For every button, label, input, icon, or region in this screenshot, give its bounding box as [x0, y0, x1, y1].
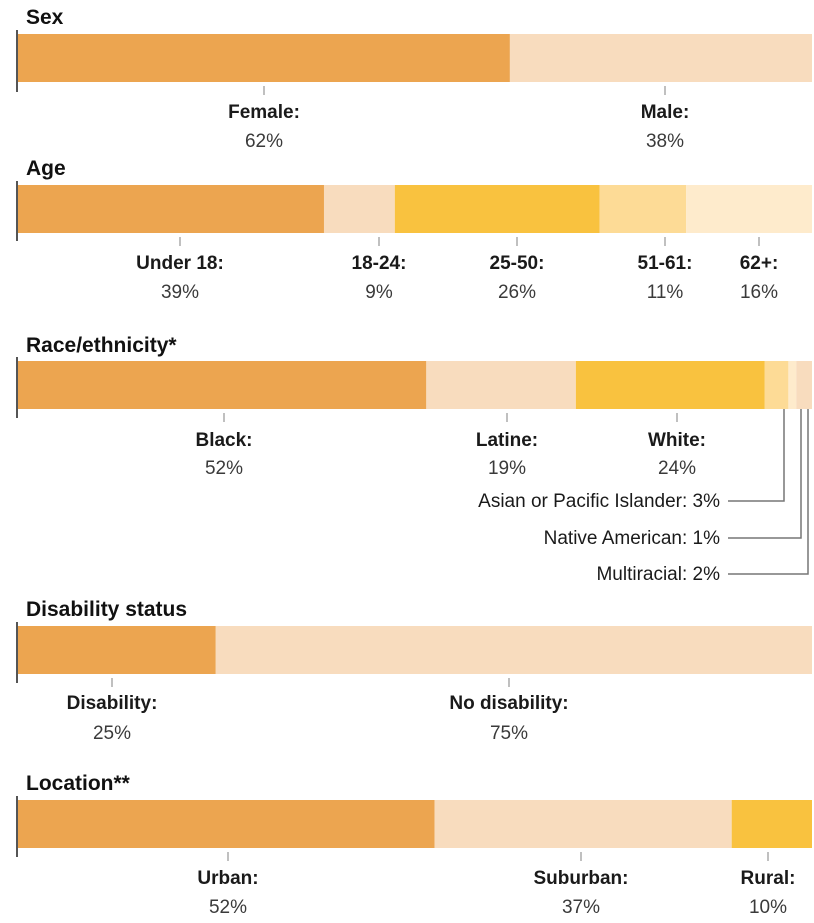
value-label: 25% [93, 723, 131, 744]
category-label: Urban: [197, 868, 258, 889]
value-label: 11% [647, 282, 684, 303]
bar-segment [323, 185, 395, 233]
bar-segment [731, 800, 812, 848]
chart-title: Race/ethnicity* [26, 334, 177, 357]
chart-title: Age [26, 157, 66, 180]
category-label: Female: [228, 102, 300, 123]
chart-title: Sex [26, 6, 64, 29]
category-label: White: [648, 430, 706, 451]
bar-segment [215, 626, 812, 674]
category-label: No disability: [449, 693, 568, 714]
chart-title: Location** [26, 772, 131, 795]
category-label: Black: [195, 430, 252, 451]
bar-segment [764, 361, 789, 409]
category-label: 51-61: [638, 253, 693, 274]
category-label: Suburban: [534, 868, 629, 889]
leader-line [728, 409, 809, 575]
callout-label: Asian or Pacific Islander: 3% [478, 491, 720, 512]
value-label: 62% [245, 131, 283, 152]
bar-segment [17, 361, 427, 409]
bar-segment [796, 361, 812, 409]
value-label: 75% [490, 723, 528, 744]
category-label: Latine: [476, 430, 538, 451]
bar-segment [394, 185, 600, 233]
chart-title: Disability status [26, 598, 187, 621]
bar-segment [17, 626, 216, 674]
value-label: 9% [365, 282, 393, 303]
value-label: 38% [646, 131, 684, 152]
bar-segment [426, 361, 576, 409]
value-label: 24% [658, 458, 696, 479]
bar-segment [17, 34, 510, 82]
category-label: Rural: [741, 868, 796, 889]
leader-line [728, 409, 785, 502]
value-label: 19% [488, 458, 526, 479]
category-label: 25-50: [490, 253, 545, 274]
category-label: 62+: [740, 253, 779, 274]
bar-segment [17, 800, 435, 848]
category-label: Under 18: [136, 253, 224, 274]
callout-label: Multiracial: 2% [596, 564, 720, 585]
value-label: 26% [498, 282, 536, 303]
value-label: 37% [562, 897, 600, 918]
value-label: 10% [749, 897, 787, 918]
value-label: 16% [740, 282, 778, 303]
bar-segment [788, 361, 797, 409]
category-label: 18-24: [352, 253, 407, 274]
category-label: Disability: [67, 693, 158, 714]
value-label: 52% [209, 897, 247, 918]
bar-segment [575, 361, 765, 409]
bar-segment [17, 185, 324, 233]
category-label: Male: [641, 102, 690, 123]
callout-label: Native American: 1% [544, 528, 720, 549]
value-label: 39% [161, 282, 199, 303]
bar-segment [599, 185, 687, 233]
bar-segment [509, 34, 812, 82]
value-label: 52% [205, 458, 243, 479]
leader-line [728, 409, 802, 539]
bar-segment [434, 800, 732, 848]
bar-segment [686, 185, 812, 233]
